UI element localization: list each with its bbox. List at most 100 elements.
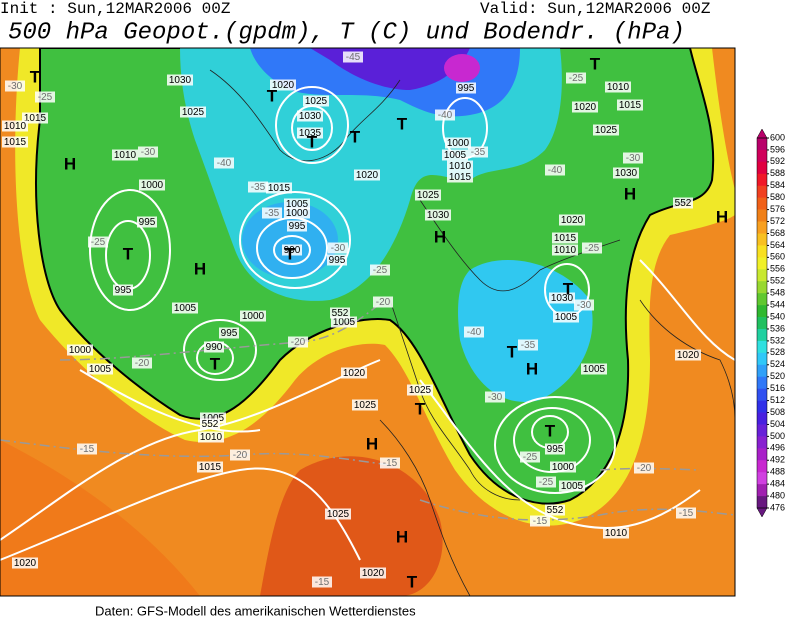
pressure-label-box [352,399,378,411]
pressure-label-box [219,327,239,339]
temperature-label-box [520,451,540,463]
pressure-label: 1010 [114,150,137,161]
colorbar-label: 564 [770,240,785,250]
temperature-label-box [468,146,488,158]
temperature-label: -25 [91,237,106,248]
colorbar: 600 596 592 588 584 580 576 572 568 564 560 556 552 5… [756,128,785,518]
pressure-label-box [675,349,701,361]
pressure-center: T [563,279,574,298]
pressure-label-box [552,244,578,256]
pressure-label: 1020 [677,350,700,361]
pressure-label-box [553,311,579,323]
temperature-label-box [634,462,654,474]
data-source: Daten: GFS-Modell des amerikanischen Wet… [95,603,416,618]
pressure-label: 1030 [169,75,192,86]
pressure-center: T [507,342,518,361]
colorbar-segment [757,173,767,187]
colorbar-segment [757,412,767,425]
pressure-label-box [137,216,157,228]
pressure-label: 995 [289,221,306,232]
pressure-center: T [407,572,418,591]
pressure-label-box [12,557,38,569]
temperature-label-box [373,296,393,308]
pressure-label: 1005 [286,199,309,210]
pressure-label: 1025 [417,190,440,201]
colorbar-segment [757,197,767,210]
colorbar-label: 532 [770,335,785,345]
pressure-center: T [30,67,41,86]
temperature-label: -30 [8,81,23,92]
pressure-label-box [550,461,576,473]
colorbar-label: 524 [770,359,785,369]
temperature-label: -20 [637,463,652,474]
pressure-label: 1010 [554,245,577,256]
map-title: 500 hPa Geopot.(gpdm), T (C) und Bodendr… [8,19,685,46]
temperature-label: -25 [539,477,554,488]
colorbar-segment [757,460,767,473]
pressure-label-box [325,508,351,520]
colorbar-segment [757,221,767,234]
pressure-label: 995 [139,217,156,228]
pressure-label-box [445,137,471,149]
colorbar-segment [757,376,767,389]
temperature-label: -25 [523,452,538,463]
colorbar-label: 552 [770,276,785,286]
temperature-label: -25 [569,73,584,84]
temperature-label: -30 [488,392,503,403]
temperature-label-box [214,157,234,169]
pressure-label-box [447,160,473,172]
init-time: Init : Sun,12MAR2006 00Z [0,0,231,18]
pressure-label-box [240,310,266,322]
colorbar-segment [757,472,767,485]
pressure-label: 1000 [242,311,265,322]
pressure-label: 1010 [449,161,472,172]
pressure-label-box [327,254,347,266]
pressure-label-box [407,384,433,396]
colorbar-label: 484 [770,479,785,489]
pressure-center: H [194,259,206,278]
temperature-label: -40 [217,158,232,169]
pressure-center: H [396,527,408,546]
colorbar-segment [757,436,767,449]
temperature-label-box [312,576,332,588]
colorbar-segment [757,400,767,413]
colorbar-segment [757,257,767,270]
pressure-label: 1020 [574,102,597,113]
pressure-label: 1025 [595,125,618,136]
pressure-label-box [425,209,451,221]
pressure-label: 1005 [174,303,197,314]
temperature-label-box [518,339,538,351]
pressure-label-box [2,136,28,148]
pressure-label: 1020 [356,170,379,181]
colorbar-segment [757,209,767,222]
temperature-label-box [380,457,400,469]
pressure-label-box [447,171,473,183]
temperature-label-box [88,236,108,248]
temperature-label: -25 [585,243,600,254]
pressure-label: 995 [115,285,132,296]
pressure-label: 1030 [427,210,450,221]
pressure-label-box [112,149,138,161]
warm-region [260,456,443,596]
pressure-label-box [415,189,441,201]
colorbar-segment [757,293,767,306]
colorbar-label: 572 [770,216,785,226]
pressure-label-box [613,167,639,179]
temperature-label: -20 [233,450,248,461]
temperature-label: -20 [376,297,391,308]
colorbar-label: 560 [770,252,785,262]
pressure-center: T [415,399,426,418]
pressure-label: 1005 [555,312,578,323]
pressure-label-box [2,120,28,132]
pressure-center: H [366,434,378,453]
height-label: 552 [332,308,349,319]
temperature-label-box [5,80,25,92]
temperature-label-box [574,299,594,311]
temperature-label-box [138,146,158,158]
cold-core [444,54,480,82]
colorbar-label: 576 [770,204,785,214]
height-label: 552 [202,419,219,430]
pressure-center: T [267,86,278,105]
